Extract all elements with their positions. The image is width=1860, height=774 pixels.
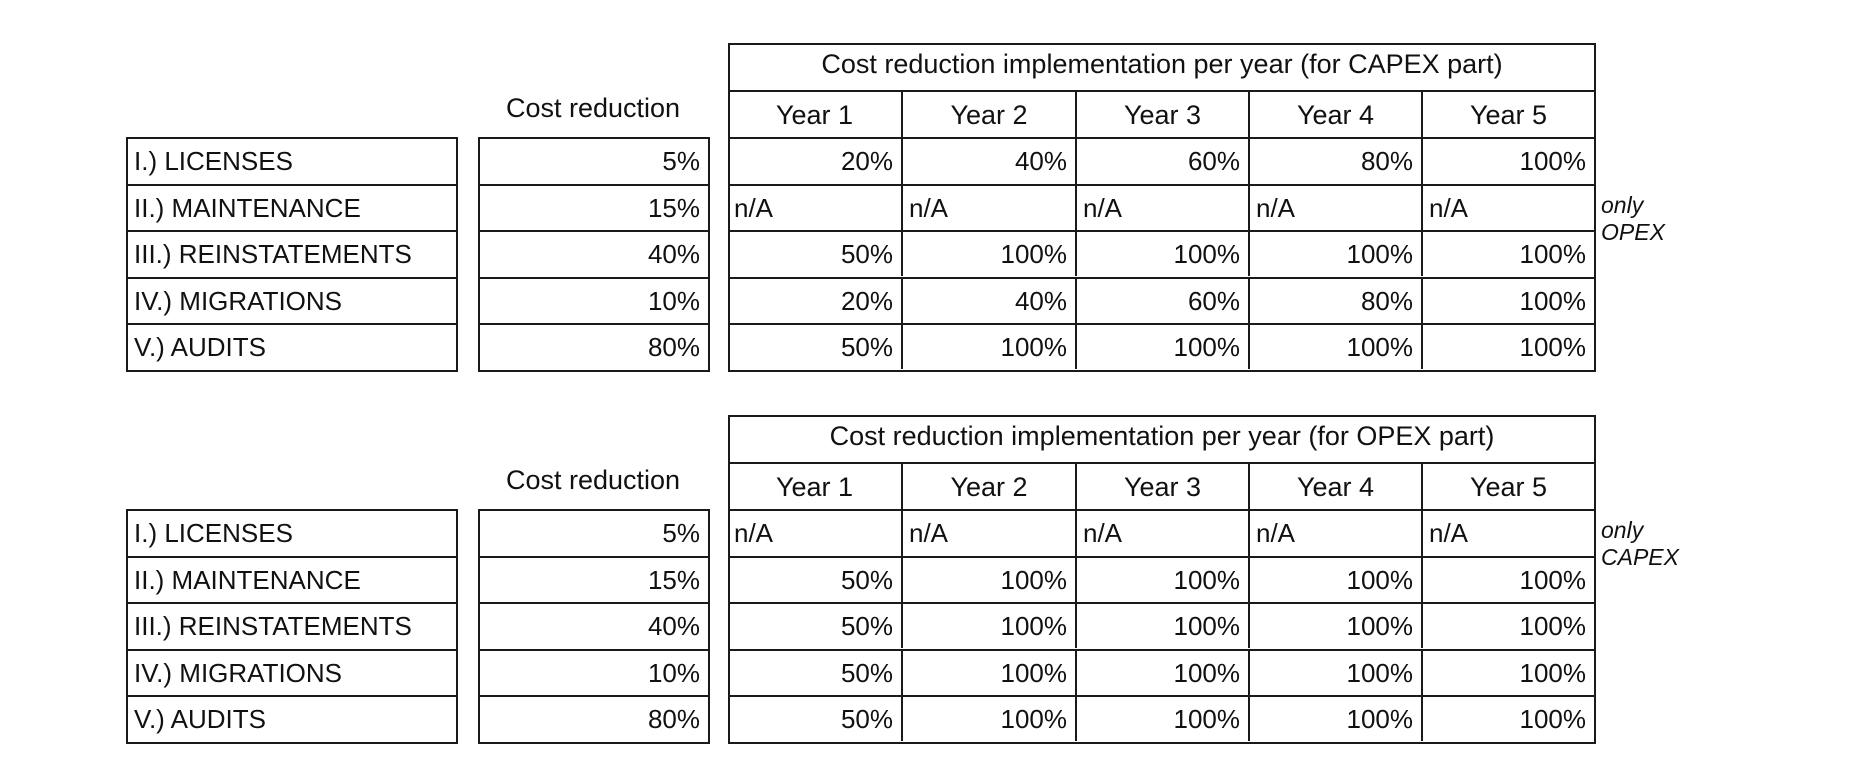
year-value: 100% xyxy=(1075,555,1248,602)
year-header: Year 4 xyxy=(1248,92,1421,138)
year-header: Year 1 xyxy=(775,472,854,502)
cost-reduction-value: 40% xyxy=(480,602,708,648)
year-value: 80% xyxy=(1248,139,1421,185)
year-value: 100% xyxy=(901,695,1075,741)
year-value: n/A xyxy=(1075,183,1248,230)
year-value: n/A xyxy=(734,518,774,548)
yearly-values: 20% 40% 60% 80% 100% n/A n/A n/A n/A n/A 50% 100% 10… xyxy=(728,137,1596,372)
year-value: 50% xyxy=(728,648,901,695)
cost-reduction-value: 5% xyxy=(662,518,700,548)
year-value: 100% xyxy=(1075,323,1248,369)
year-header: Year 5 xyxy=(1421,464,1594,510)
cost-reduction-header: Cost reduction xyxy=(505,465,681,495)
year-value: 40% xyxy=(901,276,1075,323)
year-value: 80% xyxy=(1248,276,1421,323)
cost-reduction-value: 80% xyxy=(480,695,708,741)
year-value: 50% xyxy=(728,230,901,276)
year-header-row: Year 1 Year 2 Year 3 Year 4 Year 5 xyxy=(728,462,1596,511)
row-label: I.) LICENSES xyxy=(134,518,293,548)
row-label: IV.) MIGRATIONS xyxy=(128,648,456,695)
year-value: 100% xyxy=(1248,323,1421,369)
yearly-values: n/A n/A n/A n/A n/A 50% 100% 100% 100% 100% 50% 100… xyxy=(728,509,1596,744)
year-header: Year 1 xyxy=(775,100,854,130)
year-value: 50% xyxy=(728,695,901,741)
table-title-cell: Cost reduction implementation per year (… xyxy=(728,43,1596,92)
cost-reduction-column: 5% 15% 40% 10% 80% xyxy=(478,137,710,372)
cost-reduction-column: 5% 15% 40% 10% 80% xyxy=(478,509,710,744)
year-value: 100% xyxy=(1421,555,1594,602)
row-label: III.) REINSTATEMENTS xyxy=(128,230,456,276)
year-value: 100% xyxy=(1421,276,1594,323)
cost-reduction-value: 10% xyxy=(480,648,708,695)
year-value: 100% xyxy=(901,230,1075,276)
cost-reduction-value: 15% xyxy=(480,555,708,602)
year-value: 60% xyxy=(1075,276,1248,323)
year-header-row: Year 1 Year 2 Year 3 Year 4 Year 5 xyxy=(728,90,1596,139)
year-value: 100% xyxy=(1421,230,1594,276)
year-value: n/A xyxy=(901,183,1075,230)
year-value: 100% xyxy=(1248,648,1421,695)
year-value: 100% xyxy=(1248,602,1421,648)
year-value: 100% xyxy=(1075,230,1248,276)
year-value: 100% xyxy=(1421,323,1594,369)
year-header: Year 5 xyxy=(1421,92,1594,138)
table-title-cell: Cost reduction implementation per year (… xyxy=(728,415,1596,464)
year-value: n/A xyxy=(1421,183,1594,230)
row-labels: I.) LICENSES II.) MAINTENANCE III.) REINST… xyxy=(126,509,458,744)
year-value: 20% xyxy=(728,276,901,323)
year-value: 100% xyxy=(1075,602,1248,648)
year-header: Year 2 xyxy=(901,464,1075,510)
year-value: 50% xyxy=(728,323,901,369)
year-value: 60% xyxy=(1075,139,1248,185)
year-value: 100% xyxy=(1248,555,1421,602)
year-value: n/A xyxy=(1248,183,1421,230)
year-value: n/A xyxy=(901,511,1075,557)
year-value: 100% xyxy=(1421,695,1594,741)
row-note: only OPEX xyxy=(1601,191,1665,245)
year-value: n/A xyxy=(1248,511,1421,557)
year-value: 100% xyxy=(1075,695,1248,741)
row-label: III.) REINSTATEMENTS xyxy=(128,602,456,648)
year-value: 100% xyxy=(1248,695,1421,741)
year-value: 100% xyxy=(901,648,1075,695)
year-value: 100% xyxy=(1075,648,1248,695)
row-label: II.) MAINTENANCE xyxy=(128,555,456,602)
cost-reduction-value: 80% xyxy=(480,323,708,369)
cost-reduction-header: Cost reduction xyxy=(505,93,681,123)
year-value: 100% xyxy=(1421,602,1594,648)
year-value: 50% xyxy=(728,555,901,602)
table-title: Cost reduction implementation per year (… xyxy=(821,49,1503,79)
row-label: II.) MAINTENANCE xyxy=(128,183,456,230)
year-header: Year 4 xyxy=(1248,464,1421,510)
row-label: IV.) MIGRATIONS xyxy=(128,276,456,323)
year-value: 100% xyxy=(1421,139,1594,185)
year-value: n/A xyxy=(1075,511,1248,557)
cost-reduction-value: 5% xyxy=(662,146,700,176)
cost-reduction-value: 15% xyxy=(480,183,708,230)
year-value: 100% xyxy=(901,555,1075,602)
year-value: n/A xyxy=(1421,511,1594,557)
year-value: 40% xyxy=(901,139,1075,185)
year-value: 100% xyxy=(901,323,1075,369)
row-label: V.) AUDITS xyxy=(128,695,456,741)
cost-reduction-value: 40% xyxy=(480,230,708,276)
year-value: 100% xyxy=(1248,230,1421,276)
row-label: I.) LICENSES xyxy=(134,146,293,176)
cost-reduction-value: 10% xyxy=(480,276,708,323)
row-labels: I.) LICENSES II.) MAINTENANCE III.) REINST… xyxy=(126,137,458,372)
table-title: Cost reduction implementation per year (… xyxy=(829,421,1495,451)
year-header: Year 3 xyxy=(1075,464,1248,510)
year-value: 20% xyxy=(840,146,893,176)
year-header: Year 2 xyxy=(901,92,1075,138)
year-header: Year 3 xyxy=(1075,92,1248,138)
row-note: only CAPEX xyxy=(1601,517,1679,570)
row-label: V.) AUDITS xyxy=(128,323,456,369)
year-value: n/A xyxy=(728,183,901,230)
year-value: 50% xyxy=(728,602,901,648)
year-value: 100% xyxy=(1421,648,1594,695)
year-value: 100% xyxy=(901,602,1075,648)
